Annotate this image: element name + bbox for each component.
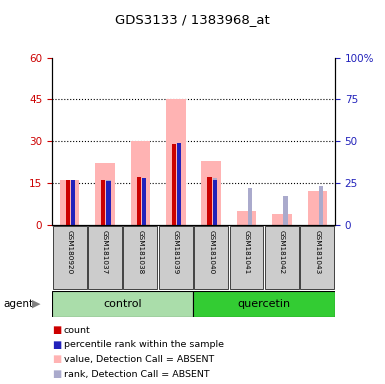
Bar xyxy=(52,291,193,317)
Bar xyxy=(106,181,111,225)
Text: ■: ■ xyxy=(52,340,61,350)
Text: count: count xyxy=(64,326,90,335)
Bar xyxy=(124,226,157,289)
Bar xyxy=(95,164,115,225)
Bar xyxy=(142,178,146,225)
Bar xyxy=(308,191,327,225)
Bar xyxy=(177,143,181,225)
Text: ▶: ▶ xyxy=(32,299,40,309)
Text: agent: agent xyxy=(4,299,34,309)
Text: GSM180920: GSM180920 xyxy=(67,230,73,274)
Bar xyxy=(248,188,252,225)
Text: GSM181042: GSM181042 xyxy=(279,230,285,274)
Bar xyxy=(193,291,335,317)
Text: GSM181041: GSM181041 xyxy=(244,230,249,274)
Text: ■: ■ xyxy=(52,354,61,364)
Text: value, Detection Call = ABSENT: value, Detection Call = ABSENT xyxy=(64,355,214,364)
Text: GDS3133 / 1383968_at: GDS3133 / 1383968_at xyxy=(115,13,270,26)
Bar xyxy=(159,226,193,289)
Bar xyxy=(106,180,111,225)
Bar xyxy=(71,180,75,225)
Bar xyxy=(166,99,186,225)
Bar xyxy=(172,144,176,225)
Text: control: control xyxy=(104,299,142,309)
Text: GSM181043: GSM181043 xyxy=(314,230,320,274)
Bar xyxy=(265,226,299,289)
Bar xyxy=(237,211,256,225)
Text: GSM181040: GSM181040 xyxy=(208,230,214,274)
Text: GSM181038: GSM181038 xyxy=(137,230,143,274)
Bar xyxy=(60,180,79,225)
Bar xyxy=(213,180,217,225)
Bar xyxy=(272,214,291,225)
Text: quercetin: quercetin xyxy=(238,299,291,309)
Bar xyxy=(101,180,105,225)
Bar xyxy=(207,177,211,225)
Bar xyxy=(137,177,141,225)
Text: ■: ■ xyxy=(52,369,61,379)
Bar xyxy=(142,178,146,225)
Bar xyxy=(53,226,87,289)
Text: GSM181039: GSM181039 xyxy=(173,230,179,274)
Bar xyxy=(213,178,217,225)
Bar xyxy=(177,143,181,225)
Text: percentile rank within the sample: percentile rank within the sample xyxy=(64,340,224,349)
Text: GSM181037: GSM181037 xyxy=(102,230,108,274)
Text: rank, Detection Call = ABSENT: rank, Detection Call = ABSENT xyxy=(64,369,209,379)
Bar xyxy=(88,226,122,289)
Bar xyxy=(131,141,150,225)
Bar xyxy=(319,186,323,225)
Text: ■: ■ xyxy=(52,325,61,335)
Bar xyxy=(194,226,228,289)
Bar xyxy=(300,226,334,289)
Bar xyxy=(66,180,70,225)
Bar xyxy=(71,180,75,225)
Bar xyxy=(229,226,263,289)
Bar xyxy=(283,196,288,225)
Bar xyxy=(201,161,221,225)
